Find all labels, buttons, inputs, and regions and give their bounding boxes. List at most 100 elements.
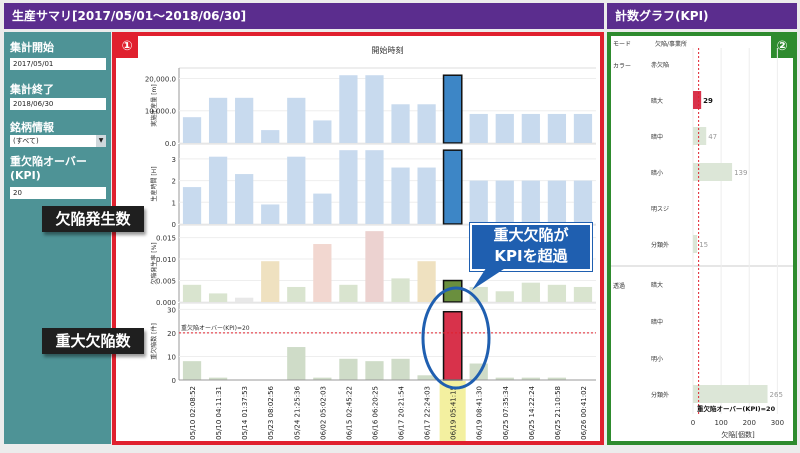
bar: [693, 163, 733, 181]
bar: [339, 150, 358, 224]
bar: [339, 75, 358, 143]
x-tick-label: 06/15 02:45:22: [345, 386, 353, 440]
x-tick-label: 06/26 00:41:02: [580, 386, 588, 440]
bar: [287, 347, 306, 380]
bar: [235, 297, 254, 302]
x-tick-label: 06/02 05:02:03: [319, 386, 327, 440]
kpi-threshold-label: 重欠陥オーバー(KPI)=20: [697, 404, 776, 413]
y-tick-label: 1: [172, 199, 176, 207]
bar: [313, 377, 332, 380]
bar: [261, 204, 280, 224]
x-tick-label: 06/17 20:21:54: [398, 385, 406, 439]
start-label: 集計開始: [10, 41, 54, 54]
y-axis-label: 重欠陥数 [件]: [150, 323, 158, 360]
bar: [235, 97, 254, 143]
x-tick-label: 06/19 05:41:15: [450, 386, 458, 440]
bar: [365, 361, 384, 380]
x-tick-label: 05/10 04:11:31: [215, 386, 223, 440]
bar: [547, 180, 567, 224]
brand-select-value: (すべて): [13, 137, 39, 145]
x-tick-label: 200: [743, 419, 756, 427]
kpi-input[interactable]: 20: [10, 187, 106, 199]
y-tick-label: 20,000.0: [145, 75, 176, 83]
kpi-label: 重欠陥オーバー(KPI): [10, 155, 87, 182]
brand-label: 銘柄情報: [10, 121, 54, 134]
bar: [391, 278, 410, 302]
x-tick-label: 06/17 22:24:03: [424, 386, 432, 440]
bar: [521, 282, 540, 302]
category-label: 暗中: [651, 133, 663, 141]
category-label: 分類外: [651, 241, 669, 249]
x-tick-label: 0: [691, 419, 695, 427]
bar: [287, 97, 306, 143]
bar: [573, 180, 593, 224]
y-axis-label: 欠陥発生率 [%]: [150, 242, 158, 284]
kpi-chart-panel: ② モード 欠陥/事業所 カラー 透過 0 100 200 300 欠陥[個数] 赤欠陥 暗大 29 暗…: [607, 32, 797, 445]
category-label: 分類外: [651, 391, 669, 399]
bar: [495, 180, 514, 224]
x-tick-label: 100: [714, 419, 727, 427]
y-tick-label: 10,000.0: [145, 108, 176, 116]
bar: [208, 156, 228, 224]
bar: [313, 244, 332, 302]
bar: [469, 180, 488, 224]
bar: [495, 113, 514, 143]
bar: [417, 167, 436, 224]
y-tick-label: 0.010: [156, 256, 176, 264]
bar: [469, 286, 488, 302]
y-tick-label: 0: [172, 221, 176, 229]
bar: [693, 127, 707, 145]
brand-select[interactable]: (すべて) ▼: [10, 135, 106, 147]
bar: [182, 284, 202, 302]
y-tick-label: 0.015: [156, 235, 176, 243]
y-tick-label: 10: [167, 353, 176, 361]
x-tick-label: 05/24 21:25:36: [293, 385, 301, 439]
bar: [365, 150, 384, 224]
bar: [573, 286, 593, 302]
y-tick-label: 3: [172, 156, 176, 164]
data-label: 47: [708, 133, 717, 141]
x-tick-label: 300: [771, 419, 784, 427]
bar: [442, 149, 463, 225]
data-label: 15: [699, 241, 708, 249]
bar: [469, 113, 488, 143]
bar: [442, 279, 463, 303]
x-tick-label: 06/19 08:41:30: [476, 386, 484, 440]
x-tick-label: 05/14 01:37:53: [241, 386, 249, 440]
bar: [182, 187, 202, 224]
x-tick-label: 06/16 06:20:25: [371, 386, 379, 440]
y-tick-label: 0.0: [165, 140, 176, 148]
data-label: 29: [703, 97, 713, 105]
bar: [547, 284, 567, 302]
bar: [573, 113, 593, 143]
bar: [339, 284, 358, 302]
group-label-transmit: 透過: [613, 282, 625, 290]
bar: [182, 117, 202, 143]
bar: [365, 231, 384, 302]
category-label: 暗中: [651, 318, 663, 326]
bar: [693, 91, 702, 109]
bar: [313, 120, 332, 143]
x-tick-label: 06/25 07:35:34: [502, 385, 510, 439]
category-label: 暗大: [651, 97, 663, 105]
bar: [442, 310, 463, 381]
bar: [547, 377, 567, 380]
defect-rate-callout: 欠陥発生数: [42, 206, 144, 232]
bar: [417, 261, 436, 302]
y-tick-label: 0.005: [156, 278, 176, 286]
y-tick-label: 0: [172, 377, 176, 385]
bar: [495, 377, 514, 380]
category-label: 赤欠陥: [651, 61, 669, 69]
x-axis-label: 欠陥[個数]: [721, 430, 755, 439]
bar: [417, 375, 436, 380]
graph-title: 計数グラフ(KPI): [607, 3, 797, 29]
data-label: 265: [770, 391, 783, 399]
start-date-input[interactable]: 2017/05/01: [10, 58, 106, 70]
data-label: 139: [734, 169, 747, 177]
bar: [261, 130, 280, 143]
end-date-input[interactable]: 2018/06/30: [10, 98, 106, 110]
bar: [521, 377, 540, 380]
chevron-down-icon[interactable]: ▼: [96, 135, 106, 147]
bar: [391, 167, 410, 224]
